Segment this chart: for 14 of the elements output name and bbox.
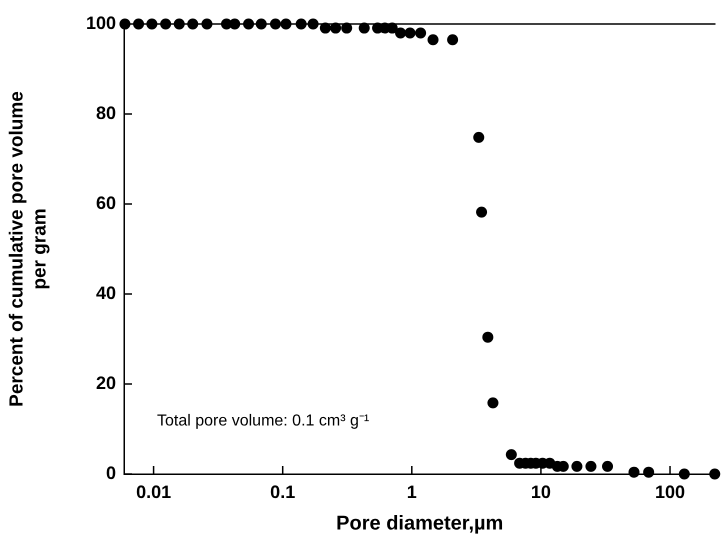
x-tick-label: 100 xyxy=(655,482,686,502)
x-axis-title: Pore diameter,µm xyxy=(336,512,504,535)
y-tick-label: 100 xyxy=(86,12,116,33)
y-tick-label: 20 xyxy=(96,372,116,393)
y-tick-label: 0 xyxy=(106,462,116,483)
x-tick-label: 0.01 xyxy=(136,482,172,502)
y-tick-label: 80 xyxy=(96,102,116,123)
y-tick-label: 40 xyxy=(96,282,116,303)
x-tick-label: 1 xyxy=(406,482,417,502)
x-tick-label: 0.1 xyxy=(270,482,296,502)
annotation: Total pore volume: 0.1 cm³ g⁻¹ xyxy=(157,412,370,430)
x-tick-label: 10 xyxy=(530,482,551,502)
y-axis-title: Percent of cumulative pore volume per gram xyxy=(6,91,50,407)
y-tick-label: 60 xyxy=(96,192,116,213)
